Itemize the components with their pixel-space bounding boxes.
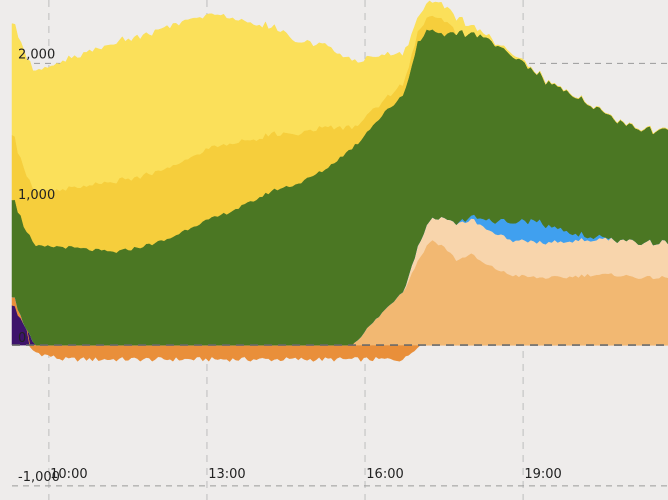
x-tick-label-0: 10:00 (50, 467, 87, 482)
area-series-group (11, 0, 668, 362)
x-tick-label-1: 13:00 (208, 467, 245, 482)
y-tick-label-1: 1,000 (18, 188, 55, 203)
x-tick-label-2: 16:00 (366, 467, 403, 482)
y-tick-label-0: 2,000 (18, 47, 55, 62)
y-tick-label-2: 0 (18, 331, 26, 346)
x-tick-label-3: 19:00 (524, 467, 561, 482)
area-series-7 (11, 0, 668, 193)
y-tick-label-3: -1,000 (18, 470, 60, 485)
